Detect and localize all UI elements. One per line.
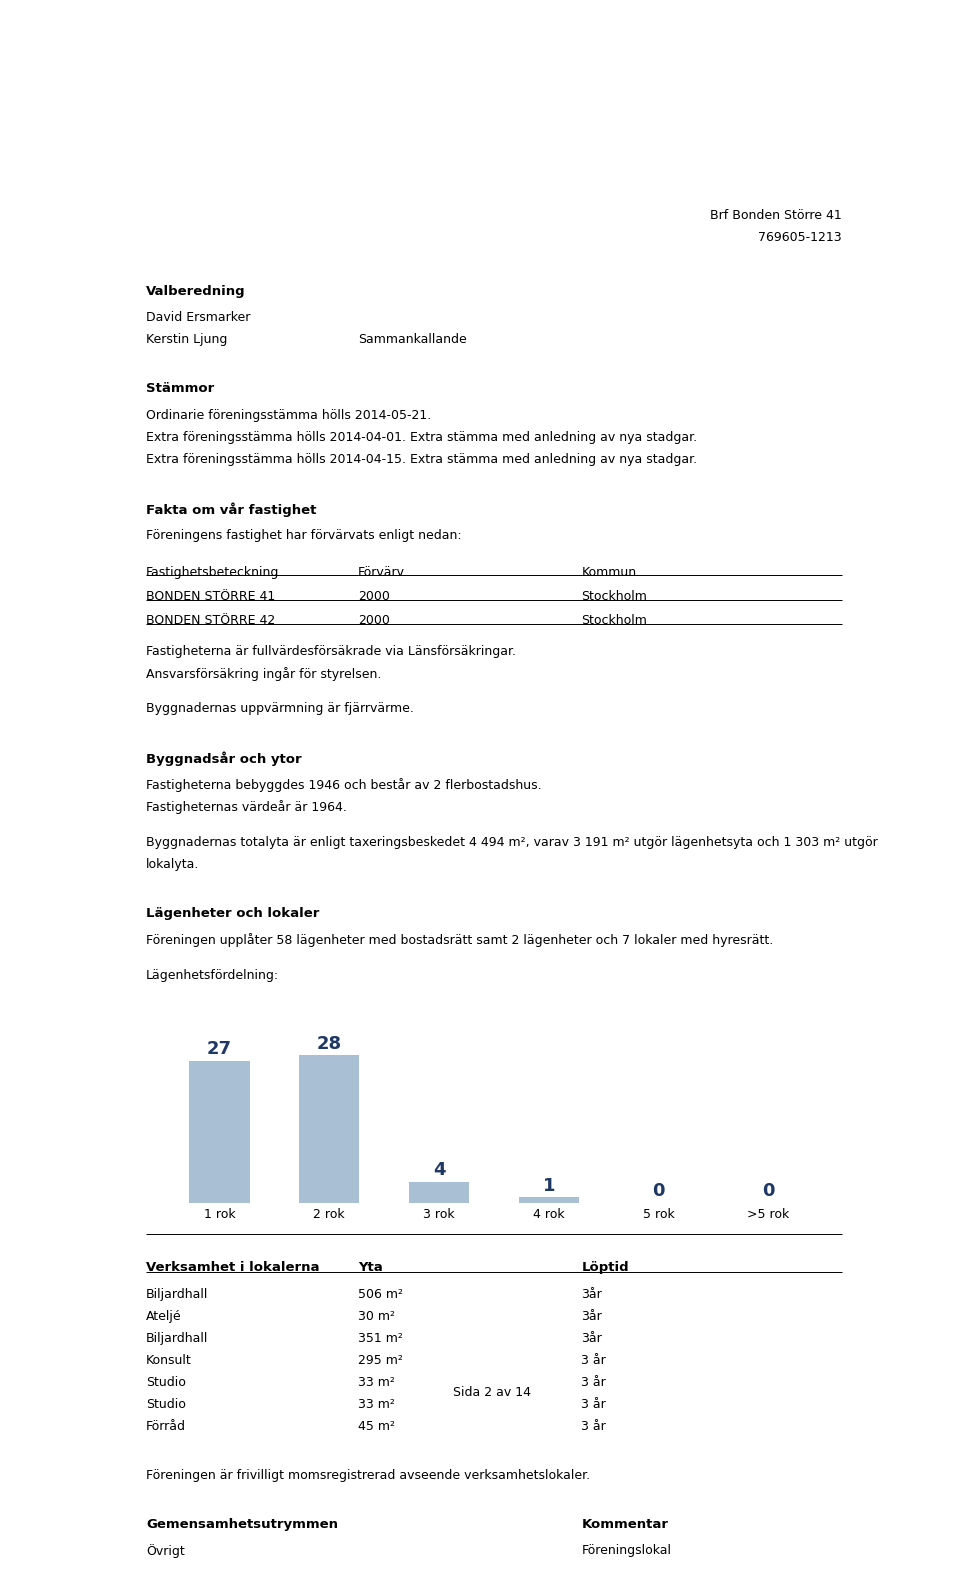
Text: 2000: 2000 [358, 614, 390, 627]
Text: Byggnadernas uppvärmning är fjärrvärme.: Byggnadernas uppvärmning är fjärrvärme. [146, 703, 414, 716]
Text: Ordinarie föreningsstämma hölls 2014-05-21.: Ordinarie föreningsstämma hölls 2014-05-… [146, 409, 431, 422]
Text: BONDEN STÖRRE 42: BONDEN STÖRRE 42 [146, 614, 276, 627]
Text: Biljardhall: Biljardhall [146, 1331, 208, 1344]
Text: Kerstin Ljung: Kerstin Ljung [146, 333, 228, 346]
Text: Övrigt: Övrigt [146, 1544, 184, 1558]
Text: Föreningen upplåter 58 lägenheter med bostadsrätt samt 2 lägenheter och 7 lokale: Föreningen upplåter 58 lägenheter med bo… [146, 933, 774, 947]
Text: Byggnadernas totalyta är enligt taxeringsbeskedet 4 494 m², varav 3 191 m² utgör: Byggnadernas totalyta är enligt taxering… [146, 836, 877, 849]
Text: Brf Bonden Större 41: Brf Bonden Större 41 [710, 209, 842, 222]
Text: Stämmor: Stämmor [146, 382, 214, 395]
Text: 45 m²: 45 m² [358, 1420, 396, 1433]
Text: 33 m²: 33 m² [358, 1398, 395, 1411]
Text: Löptid: Löptid [581, 1262, 629, 1274]
Text: 3 år: 3 år [581, 1354, 606, 1366]
Text: Ateljé: Ateljé [146, 1309, 181, 1324]
Text: Kommun: Kommun [581, 565, 636, 579]
Text: Gemensamhetsutrymmen: Gemensamhetsutrymmen [146, 1517, 338, 1530]
Text: Fakta om vår fastighet: Fakta om vår fastighet [146, 501, 317, 517]
Text: Studio: Studio [146, 1376, 186, 1389]
Text: lokalyta.: lokalyta. [146, 857, 200, 871]
Text: 506 m²: 506 m² [358, 1287, 403, 1301]
Text: 295 m²: 295 m² [358, 1354, 403, 1366]
Text: Fastigheternas värdeår är 1964.: Fastigheternas värdeår är 1964. [146, 800, 347, 814]
Text: Fastigheterna bebyggdes 1946 och består av 2 flerbostadshus.: Fastigheterna bebyggdes 1946 och består … [146, 778, 541, 792]
Text: Verksamhet i lokalerna: Verksamhet i lokalerna [146, 1262, 320, 1274]
Text: Extra föreningsstämma hölls 2014-04-15. Extra stämma med anledning av nya stadga: Extra föreningsstämma hölls 2014-04-15. … [146, 454, 697, 467]
Text: Föreningen är frivilligt momsregistrerad avseende verksamhetslokaler.: Föreningen är frivilligt momsregistrerad… [146, 1468, 590, 1482]
Text: 33 m²: 33 m² [358, 1376, 395, 1389]
Text: BONDEN STÖRRE 41: BONDEN STÖRRE 41 [146, 590, 276, 603]
Text: Extra föreningsstämma hölls 2014-04-01. Extra stämma med anledning av nya stadga: Extra föreningsstämma hölls 2014-04-01. … [146, 432, 697, 444]
Text: Sammankallande: Sammankallande [358, 333, 467, 346]
Text: Förråd: Förråd [146, 1420, 186, 1433]
Text: 3år: 3år [581, 1331, 602, 1344]
Text: 769605-1213: 769605-1213 [758, 230, 842, 244]
Text: Sida 2 av 14: Sida 2 av 14 [453, 1385, 531, 1398]
Text: Yta: Yta [358, 1262, 383, 1274]
Text: 30 m²: 30 m² [358, 1309, 396, 1324]
Text: Stockholm: Stockholm [581, 590, 647, 603]
Text: Ansvarsförsäkring ingår för styrelsen.: Ansvarsförsäkring ingår för styrelsen. [146, 667, 381, 681]
Text: 3 år: 3 år [581, 1398, 606, 1411]
Text: Konsult: Konsult [146, 1354, 192, 1366]
Text: Byggnadsår och ytor: Byggnadsår och ytor [146, 751, 301, 767]
Text: 3år: 3år [581, 1309, 602, 1324]
Text: Fastigheterna är fullvärdesförsäkrade via Länsförsäkringar.: Fastigheterna är fullvärdesförsäkrade vi… [146, 644, 516, 659]
Text: 351 m²: 351 m² [358, 1331, 403, 1344]
Text: Stockholm: Stockholm [581, 614, 647, 627]
Text: Föreningens fastighet har förvärvats enligt nedan:: Föreningens fastighet har förvärvats enl… [146, 528, 462, 541]
Text: Biljardhall: Biljardhall [146, 1287, 208, 1301]
Text: 3 år: 3 år [581, 1376, 606, 1389]
Text: Föreningslokal: Föreningslokal [581, 1544, 671, 1557]
Text: Lägenheter och lokaler: Lägenheter och lokaler [146, 906, 320, 919]
Text: 3 år: 3 år [581, 1420, 606, 1433]
Text: 2000: 2000 [358, 590, 390, 603]
Text: Kommentar: Kommentar [581, 1517, 668, 1530]
Text: 3år: 3år [581, 1287, 602, 1301]
Text: Fastighetsbeteckning: Fastighetsbeteckning [146, 565, 279, 579]
Text: Studio: Studio [146, 1398, 186, 1411]
Text: David Ersmarker: David Ersmarker [146, 311, 251, 324]
Text: Lägenhetsfördelning:: Lägenhetsfördelning: [146, 968, 279, 982]
Text: Förvärv: Förvärv [358, 565, 405, 579]
Text: Valberedning: Valberedning [146, 284, 246, 297]
